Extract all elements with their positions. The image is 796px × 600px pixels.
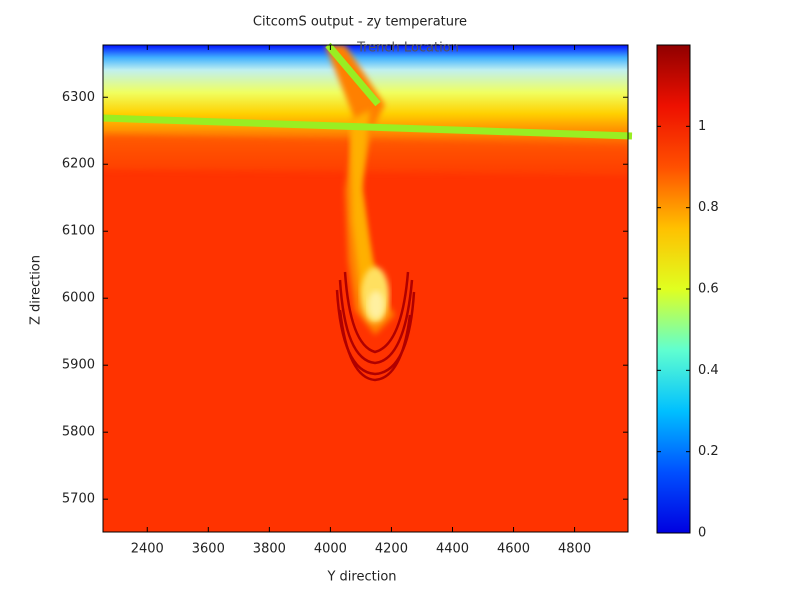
x-axis-label: Y direction [326, 570, 396, 585]
colorbar-tick-label: 0 [698, 526, 706, 541]
x-tick-label: 4400 [436, 542, 469, 557]
colorbar-tick-label: 1 [698, 119, 706, 134]
x-tick-label: 3800 [253, 542, 286, 557]
y-tick-label: 6200 [62, 157, 95, 172]
x-tick-label: 4000 [314, 542, 347, 557]
x-tick-label: 4800 [558, 542, 591, 557]
y-tick-label: 5700 [62, 492, 95, 507]
x-tick-label: 4600 [497, 542, 530, 557]
colorbar-tick-label: 0.2 [698, 444, 719, 459]
colorbar-tick-label: 0.4 [698, 363, 719, 378]
y-tick-label: 6100 [62, 224, 95, 239]
trench-marker [325, 42, 381, 107]
x-tick-label: 2400 [131, 542, 164, 557]
y-tick-label: 5800 [62, 425, 95, 440]
x-tick-label: 3600 [192, 542, 225, 557]
plot-frame [102, 44, 629, 533]
x-tick-label: 4200 [375, 542, 408, 557]
colorbar-tick-label: 0.6 [698, 282, 719, 297]
annotation: Trench Location [356, 41, 459, 56]
y-tick-label: 6300 [62, 90, 95, 105]
chart-title: CitcomS output - zy temperature [253, 15, 467, 30]
y-tick-label: 6000 [62, 291, 95, 306]
y-axis-label: Z direction [29, 255, 44, 325]
y-tick-label: 5900 [62, 358, 95, 373]
colorbar-tick-label: 0.8 [698, 200, 719, 215]
colorbar [657, 45, 690, 533]
surface-marker [102, 114, 633, 140]
